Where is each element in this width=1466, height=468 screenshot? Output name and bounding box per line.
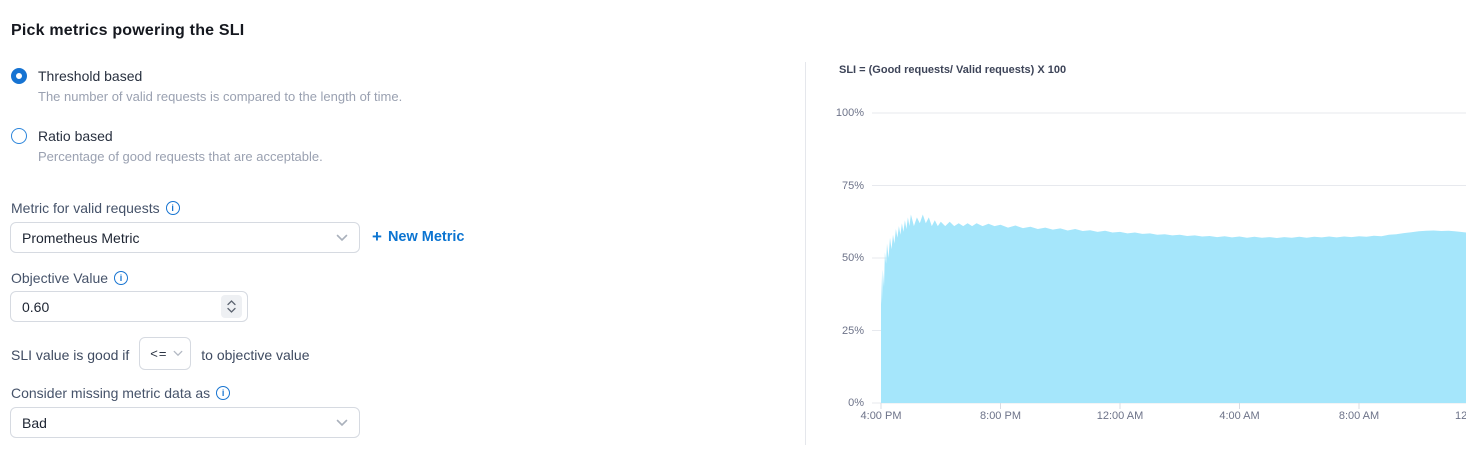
y-axis-label: 0% <box>848 397 864 409</box>
radio-option-threshold-based[interactable]: Threshold based The number of valid requ… <box>11 68 402 104</box>
selected-metric-value: Prometheus Metric <box>22 229 140 246</box>
missing-metric-data-select[interactable]: Bad <box>10 407 360 438</box>
missing-data-value: Bad <box>22 414 47 431</box>
radio-option-ratio-based[interactable]: Ratio based Percentage of good requests … <box>11 128 323 164</box>
radio-description: The number of valid requests is compared… <box>38 89 403 104</box>
x-axis-label: 8:00 PM <box>980 410 1021 422</box>
vertical-divider <box>805 62 806 445</box>
info-icon[interactable]: i <box>216 386 231 400</box>
objective-value-input[interactable]: 0.60 <box>10 291 248 322</box>
comparison-prefix: SLI value is good if <box>11 347 130 363</box>
metric-for-valid-requests-label: Metric for valid requests i <box>11 200 180 216</box>
radio-selected-icon[interactable] <box>11 68 27 84</box>
stepper-down-icon <box>227 307 236 313</box>
objective-value-text: 0.60 <box>22 298 50 315</box>
x-axis-label: 12:00 AM <box>1096 410 1144 422</box>
info-icon[interactable]: i <box>114 271 129 285</box>
new-metric-button[interactable]: + New Metric <box>372 227 465 246</box>
info-icon[interactable]: i <box>165 201 180 215</box>
chevron-down-icon <box>173 350 183 357</box>
radio-description: Percentage of good requests that are acc… <box>38 149 323 164</box>
chevron-down-icon <box>336 234 348 242</box>
radio-label[interactable]: Ratio based <box>38 128 113 144</box>
x-axis-label: 4:00 PM <box>860 410 902 422</box>
sli-area-series <box>881 214 1466 403</box>
sli-comparison-row: SLI value is good if <= to objective val… <box>11 337 309 370</box>
comparison-operator-select[interactable]: <= <box>139 337 192 370</box>
x-axis-label: 4:00 AM <box>1219 410 1260 422</box>
stepper-up-icon <box>227 300 236 306</box>
y-axis-label: 100% <box>835 107 864 119</box>
number-stepper[interactable] <box>221 295 242 318</box>
valid-requests-metric-select[interactable]: Prometheus Metric <box>10 222 360 253</box>
chevron-down-icon <box>336 419 348 427</box>
comparison-suffix: to objective value <box>201 347 310 363</box>
y-axis-label: 75% <box>841 179 864 192</box>
y-axis-label: 50% <box>841 252 864 264</box>
objective-value-label: Objective Value i <box>11 270 129 286</box>
radio-label[interactable]: Threshold based <box>38 68 143 84</box>
operator-value: <= <box>150 346 168 361</box>
missing-metric-data-label: Consider missing metric data as i <box>11 385 231 401</box>
x-axis-label: 8:00 AM <box>1338 410 1380 422</box>
page-title: Pick metrics powering the SLI <box>11 22 245 39</box>
new-metric-label: New Metric <box>387 229 465 245</box>
radio-unselected-icon[interactable] <box>11 128 27 144</box>
plus-icon: + <box>372 227 382 246</box>
x-axis-label: 12:00 PM <box>1454 410 1466 422</box>
y-axis-label: 25% <box>841 324 864 337</box>
chart-title: SLI = (Good requests/ Valid requests) X … <box>839 64 1067 76</box>
